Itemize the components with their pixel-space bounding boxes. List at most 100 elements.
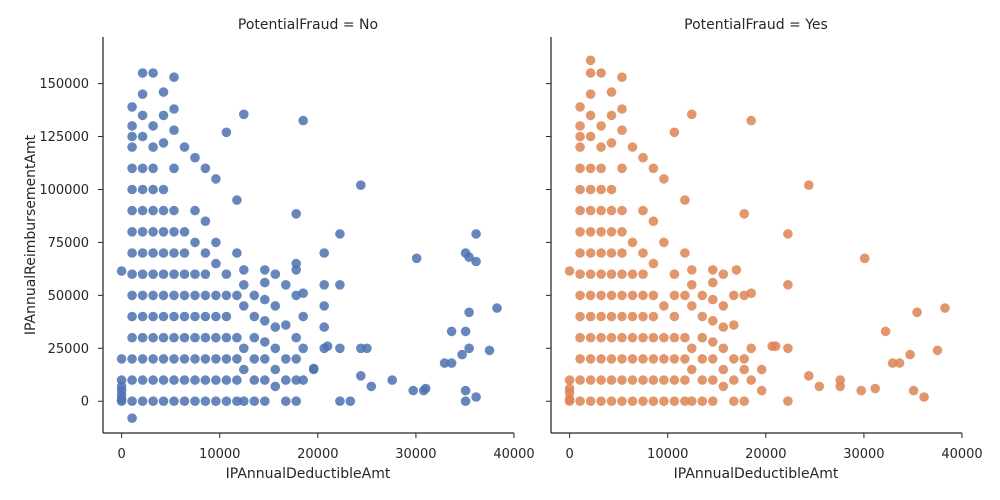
scatter-point — [249, 396, 260, 407]
scatter-point — [680, 375, 690, 385]
scatter-point — [148, 142, 158, 152]
scatter-point — [221, 332, 232, 343]
scatter-point — [596, 227, 606, 237]
scatter-point — [627, 354, 638, 364]
scatter-point — [335, 280, 345, 290]
scatter-point — [648, 258, 659, 269]
scatter-point — [575, 131, 585, 142]
scatter-point — [648, 375, 659, 385]
scatter-point — [169, 290, 179, 301]
scatter-point — [659, 301, 669, 311]
scatter-point — [179, 269, 190, 280]
scatter-point — [697, 354, 708, 364]
scatter-point — [729, 375, 739, 385]
scatter-point — [190, 354, 200, 364]
scatter-point — [127, 311, 137, 322]
scatter-point — [260, 354, 270, 364]
scatter-point — [127, 413, 137, 424]
scatter-point — [880, 326, 891, 337]
scatter-point — [492, 303, 502, 313]
scatter-point — [648, 332, 659, 343]
scatter-point — [912, 307, 922, 318]
scatter-point — [281, 396, 291, 407]
scatter-point — [739, 209, 749, 219]
scatter-point — [739, 364, 749, 375]
scatter-point — [221, 127, 232, 138]
y-tick-label: 100000 — [39, 183, 89, 198]
panel-no-title: PotentialFraud = No — [238, 17, 378, 33]
scatter-point — [627, 269, 638, 280]
scatter-point — [783, 396, 793, 407]
scatter-point — [127, 227, 137, 237]
scatter-point — [127, 142, 137, 152]
scatter-point — [169, 269, 179, 280]
scatter-point — [127, 354, 137, 364]
panel-no-points — [116, 68, 502, 424]
scatter-point — [260, 265, 270, 275]
panel-yes-x-ticks: 0 10000 20000 30000 40000 — [565, 433, 983, 462]
scatter-point — [291, 396, 302, 407]
scatter-point — [148, 205, 158, 216]
scatter-point — [627, 237, 638, 248]
scatter-point — [718, 269, 729, 280]
scatter-point — [221, 290, 232, 301]
scatter-point — [239, 343, 249, 354]
scatter-point — [260, 396, 270, 407]
scatter-point — [606, 290, 617, 301]
scatter-point — [638, 375, 648, 385]
scatter-point — [669, 332, 680, 343]
scatter-point — [617, 354, 627, 364]
scatter-point — [669, 127, 680, 138]
scatter-point — [708, 316, 718, 326]
scatter-point — [281, 354, 291, 364]
scatter-point — [137, 354, 148, 364]
scatter-point — [606, 227, 617, 237]
scatter-point — [669, 311, 680, 322]
scatter-point — [158, 87, 169, 97]
scatter-point — [179, 227, 190, 237]
scatter-point — [585, 89, 596, 99]
scatter-point — [585, 354, 596, 364]
scatter-point — [211, 290, 221, 301]
scatter-point — [627, 375, 638, 385]
scatter-point — [335, 229, 345, 239]
scatter-point — [169, 72, 179, 82]
scatter-point — [319, 248, 330, 258]
scatter-point — [756, 385, 767, 396]
scatter-point — [127, 290, 137, 301]
scatter-point — [169, 248, 179, 258]
scatter-point — [148, 311, 158, 322]
scatter-point — [638, 396, 648, 407]
scatter-point — [596, 184, 606, 195]
scatter-point — [148, 354, 158, 364]
scatter-point — [659, 396, 669, 407]
scatter-point — [127, 131, 137, 142]
scatter-point — [606, 311, 617, 322]
scatter-point — [127, 269, 137, 280]
scatter-point — [575, 102, 585, 112]
scatter-point — [697, 332, 708, 343]
scatter-point — [260, 337, 270, 347]
scatter-point — [718, 364, 729, 375]
scatter-point — [708, 354, 718, 364]
scatter-point — [169, 311, 179, 322]
scatter-point — [659, 375, 669, 385]
x-tick-label: 20000 — [297, 447, 338, 462]
scatter-point — [322, 341, 333, 352]
scatter-point — [200, 375, 211, 385]
scatter-point — [739, 396, 749, 407]
scatter-point — [575, 142, 585, 152]
scatter-point — [239, 265, 249, 275]
scatter-point — [617, 163, 627, 174]
scatter-point — [783, 280, 793, 290]
scatter-point — [260, 277, 270, 288]
scatter-point — [669, 396, 680, 407]
scatter-point — [940, 303, 950, 313]
scatter-point — [158, 138, 169, 148]
x-tick-label: 20000 — [745, 447, 786, 462]
scatter-point — [575, 396, 585, 407]
scatter-point — [291, 258, 302, 269]
scatter-point — [756, 364, 767, 375]
scatter-point — [260, 316, 270, 326]
